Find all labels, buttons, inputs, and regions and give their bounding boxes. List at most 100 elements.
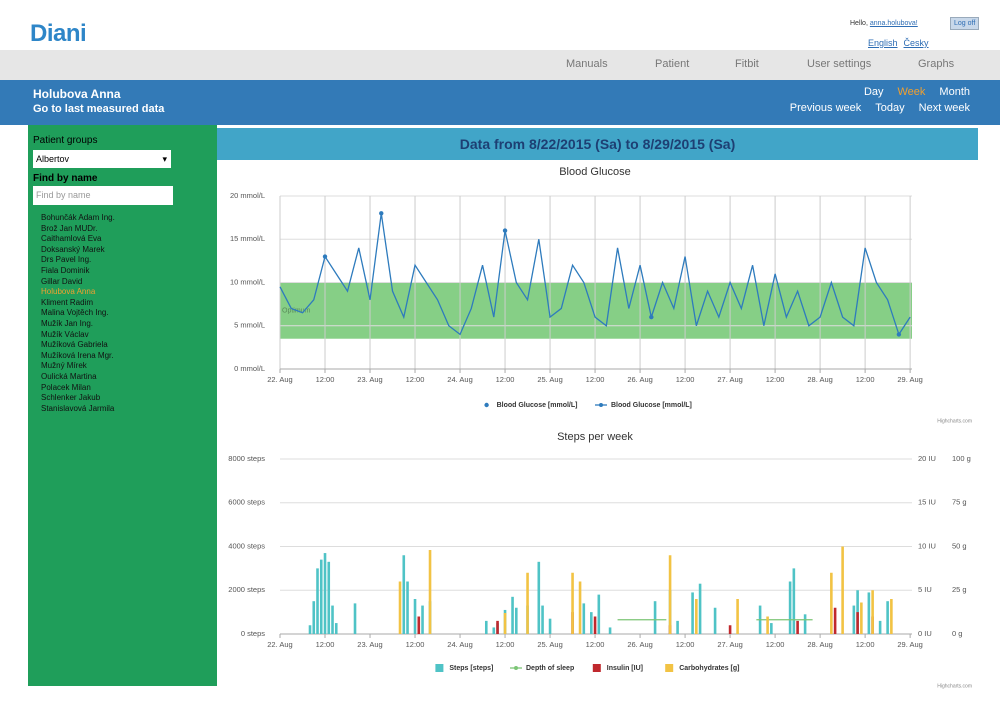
column [788, 581, 792, 634]
y3-tick-label: 0 g [952, 629, 962, 638]
nav-item[interactable]: Manuals [566, 58, 608, 70]
patient-item[interactable]: Mužík Václav [41, 329, 89, 339]
nav-bar: Manuals Patient Fitbit User settings Graphs [0, 50, 1000, 80]
patient-item[interactable]: Kliment Radim [41, 297, 94, 307]
column [511, 596, 514, 634]
legend-label: Steps [steps] [449, 665, 493, 672]
x-tick-label: 23. Aug [357, 375, 382, 384]
nav-item[interactable]: Graphs [918, 58, 955, 70]
week-link[interactable]: Previous week [789, 102, 862, 114]
y-tick-label: 20 mmol/L [230, 191, 265, 200]
logo[interactable]: Diani [30, 20, 87, 47]
patient-item[interactable]: Malina Vojtěch Ing. [41, 308, 109, 318]
patient-item[interactable]: Mužíková Irena Mgr. [41, 350, 114, 360]
week-link[interactable]: Next week [918, 102, 970, 114]
find-input[interactable]: Find by name [33, 186, 173, 205]
legend-label: Blood Glucose [mmol/L] [611, 402, 692, 409]
nav-item[interactable]: Patient [655, 58, 690, 70]
x-tick-label: 27. Aug [717, 640, 742, 649]
patient-item[interactable]: Drs Pavel Ing. [41, 255, 92, 265]
patient-item[interactable]: Bohunčák Adam Ing. [41, 213, 115, 222]
column [856, 612, 859, 634]
column [578, 581, 582, 634]
x-tick-label: 29. Aug [897, 375, 922, 384]
last-data-link[interactable]: Go to last measured data [33, 103, 165, 115]
view-option[interactable]: Day [863, 86, 884, 98]
column [597, 594, 601, 634]
x-tick-label: 25. Aug [537, 375, 562, 384]
y-tick-label: 0 mmol/L [234, 364, 265, 373]
legend-label: Insulin [IU] [607, 665, 643, 672]
patient-item[interactable]: Oulická Martina [41, 371, 97, 381]
patient-item[interactable]: Stanislavová Jarmila [41, 403, 115, 413]
groups-label: Patient groups [33, 135, 98, 146]
languages: English Česky [868, 38, 935, 48]
x-tick-label: 12:00 [856, 375, 875, 384]
y2-tick-label: 15 IU [918, 498, 936, 507]
legend-marker [514, 666, 518, 670]
patient-item[interactable]: Brož Jan MUDr. [41, 223, 98, 233]
x-tick-label: 28. Aug [807, 640, 832, 649]
column [676, 620, 679, 634]
patient-item[interactable]: Polacek Milan [41, 382, 91, 392]
patient-item[interactable]: Caithamlová Eva [41, 234, 102, 244]
series-line [279, 213, 911, 336]
y2-tick-label: 20 IU [918, 454, 936, 463]
x-tick-label: 12:00 [406, 640, 425, 649]
language-link[interactable]: English [868, 38, 898, 48]
legend-swatch [665, 664, 674, 672]
y2-tick-label: 5 IU [918, 585, 932, 594]
patient-item[interactable]: Doksanský Marek [41, 244, 105, 254]
group-select[interactable]: Albertov [33, 150, 171, 168]
y2-tick-label: 10 IU [918, 541, 936, 550]
column [417, 616, 421, 634]
plot-band [280, 282, 912, 339]
patient-item[interactable]: Fiala Dominik [41, 265, 90, 275]
patient-item[interactable]: Schlenker Jakub [41, 393, 101, 403]
x-tick-label: 12:00 [856, 640, 875, 649]
column [526, 572, 529, 634]
x-tick-label: 12:00 [766, 375, 785, 384]
view-option[interactable]: Week [897, 86, 926, 98]
patient-item[interactable]: Holubova Anna [41, 287, 96, 297]
x-tick-label: 12:00 [496, 375, 515, 384]
x-tick-label: 28. Aug [807, 375, 832, 384]
column [421, 605, 424, 634]
column [803, 614, 807, 634]
x-tick-label: 22. Aug [267, 640, 292, 649]
column [890, 599, 893, 634]
credit: Highcharts.com [937, 683, 972, 689]
main-title: Data from 8/22/2015 (Sa) to 8/29/2015 (S… [217, 128, 978, 160]
patient-item[interactable]: Mužík Jan Ing. [41, 318, 94, 328]
language-link[interactable]: Česky [903, 38, 929, 48]
patient-item[interactable]: Mužíková Gabriela [41, 340, 108, 350]
view-option[interactable]: Month [939, 86, 970, 98]
nav-item[interactable]: Fitbit [735, 58, 759, 70]
patient-bar: Holubova Anna Go to last measured data D… [0, 80, 1000, 125]
column [503, 613, 507, 634]
column [492, 627, 496, 634]
column [695, 599, 698, 634]
logoff-button[interactable]: Log off [950, 17, 980, 30]
patient-item[interactable]: Mužný Mírek [41, 361, 87, 371]
legend-marker [599, 403, 603, 407]
x-tick-label: 12:00 [586, 640, 605, 649]
legend-swatch [435, 664, 444, 672]
x-tick-label: 23. Aug [357, 640, 382, 649]
x-tick-label: 12:00 [496, 640, 515, 649]
column [582, 603, 586, 634]
legend-label: Blood Glucose [mmol/L] [497, 402, 578, 409]
column [353, 603, 357, 634]
week-link[interactable]: Today [875, 102, 905, 114]
y3-tick-label: 25 g [952, 585, 967, 594]
patient-item[interactable]: Gillar David [41, 276, 83, 286]
user-link[interactable]: anna.holubova! [869, 20, 918, 27]
credit: Highcharts.com [937, 418, 972, 424]
column [319, 559, 323, 634]
greeting-text: Hello, [850, 20, 868, 27]
x-tick-label: 24. Aug [447, 375, 472, 384]
nav-item[interactable]: User settings [807, 58, 872, 70]
x-tick-label: 22. Aug [267, 375, 292, 384]
column [792, 568, 796, 634]
